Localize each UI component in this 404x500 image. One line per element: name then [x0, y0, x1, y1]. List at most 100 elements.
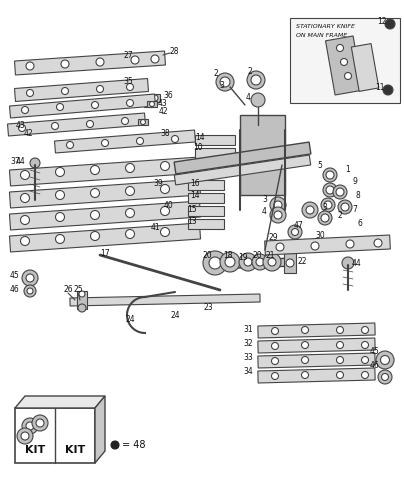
Circle shape: [321, 198, 335, 212]
Circle shape: [86, 120, 93, 128]
FancyBboxPatch shape: [195, 148, 235, 158]
Text: 5: 5: [318, 160, 322, 170]
Circle shape: [225, 257, 235, 267]
Circle shape: [288, 225, 302, 239]
Polygon shape: [8, 113, 145, 136]
Circle shape: [22, 418, 38, 434]
Text: 43: 43: [15, 122, 25, 130]
Polygon shape: [258, 368, 375, 383]
Circle shape: [276, 243, 284, 251]
Polygon shape: [174, 142, 311, 174]
FancyBboxPatch shape: [148, 94, 160, 102]
Circle shape: [306, 206, 314, 214]
Circle shape: [78, 304, 86, 312]
Polygon shape: [258, 323, 375, 338]
Circle shape: [24, 285, 36, 297]
Text: ON MAIN FRAME: ON MAIN FRAME: [296, 33, 347, 38]
Circle shape: [301, 372, 309, 378]
Circle shape: [97, 86, 103, 92]
Circle shape: [32, 415, 48, 431]
Circle shape: [270, 207, 286, 223]
Circle shape: [362, 372, 368, 378]
Circle shape: [209, 257, 221, 269]
Circle shape: [79, 291, 85, 297]
Circle shape: [268, 258, 276, 266]
Text: 40: 40: [163, 202, 173, 210]
Polygon shape: [95, 396, 105, 463]
Text: 21: 21: [265, 250, 275, 260]
Circle shape: [55, 190, 65, 200]
Text: 14: 14: [195, 134, 205, 142]
FancyBboxPatch shape: [240, 115, 284, 195]
Polygon shape: [210, 258, 295, 269]
Circle shape: [21, 170, 29, 179]
Text: 2: 2: [248, 68, 252, 76]
Text: 1: 1: [346, 166, 350, 174]
Circle shape: [271, 328, 278, 334]
Circle shape: [21, 432, 29, 440]
Circle shape: [27, 288, 33, 294]
Polygon shape: [9, 157, 200, 186]
Polygon shape: [265, 235, 390, 255]
Text: 44: 44: [351, 258, 361, 268]
Circle shape: [326, 171, 334, 179]
Circle shape: [126, 84, 133, 90]
FancyBboxPatch shape: [147, 101, 157, 107]
Circle shape: [274, 201, 282, 209]
FancyBboxPatch shape: [144, 101, 152, 107]
Circle shape: [337, 342, 343, 348]
FancyBboxPatch shape: [326, 36, 363, 95]
Circle shape: [220, 252, 240, 272]
Circle shape: [36, 419, 44, 427]
Text: 20: 20: [202, 250, 212, 260]
Circle shape: [57, 104, 63, 110]
Circle shape: [337, 44, 343, 52]
Text: 23: 23: [203, 304, 213, 312]
Text: 8: 8: [356, 192, 360, 200]
Circle shape: [160, 206, 170, 216]
Circle shape: [326, 186, 334, 194]
Circle shape: [96, 58, 104, 66]
Text: 3: 3: [219, 82, 225, 90]
Text: 33: 33: [243, 354, 253, 362]
Text: 10: 10: [193, 144, 203, 152]
Text: 37: 37: [10, 158, 20, 166]
Circle shape: [323, 168, 337, 182]
Text: 42: 42: [158, 106, 168, 116]
Circle shape: [292, 228, 299, 235]
Text: 42: 42: [23, 128, 33, 138]
Text: 38: 38: [160, 128, 170, 138]
Text: 6: 6: [358, 220, 362, 228]
Bar: [290, 18, 400, 103]
Polygon shape: [10, 94, 156, 118]
Polygon shape: [15, 51, 166, 75]
Text: 27: 27: [123, 50, 133, 59]
Circle shape: [311, 242, 319, 250]
Text: 4: 4: [261, 208, 266, 216]
Text: 19: 19: [238, 252, 248, 262]
FancyBboxPatch shape: [195, 135, 235, 145]
Circle shape: [149, 102, 154, 106]
Circle shape: [90, 232, 99, 240]
Circle shape: [111, 441, 119, 449]
Circle shape: [385, 19, 395, 29]
Circle shape: [21, 216, 29, 224]
Circle shape: [323, 183, 337, 197]
Text: 20: 20: [252, 250, 262, 260]
Text: 28: 28: [169, 48, 179, 56]
Circle shape: [55, 212, 65, 222]
Circle shape: [151, 55, 159, 63]
Polygon shape: [258, 338, 375, 353]
Circle shape: [341, 58, 347, 66]
Circle shape: [239, 253, 257, 271]
Text: 16: 16: [190, 178, 200, 188]
Text: 9: 9: [353, 178, 358, 186]
Circle shape: [338, 200, 352, 214]
Circle shape: [251, 75, 261, 85]
Text: 29: 29: [268, 234, 278, 242]
Text: = 48: = 48: [122, 440, 145, 450]
Text: 44: 44: [15, 158, 25, 166]
Circle shape: [55, 168, 65, 176]
Circle shape: [333, 185, 347, 199]
Circle shape: [126, 100, 133, 106]
